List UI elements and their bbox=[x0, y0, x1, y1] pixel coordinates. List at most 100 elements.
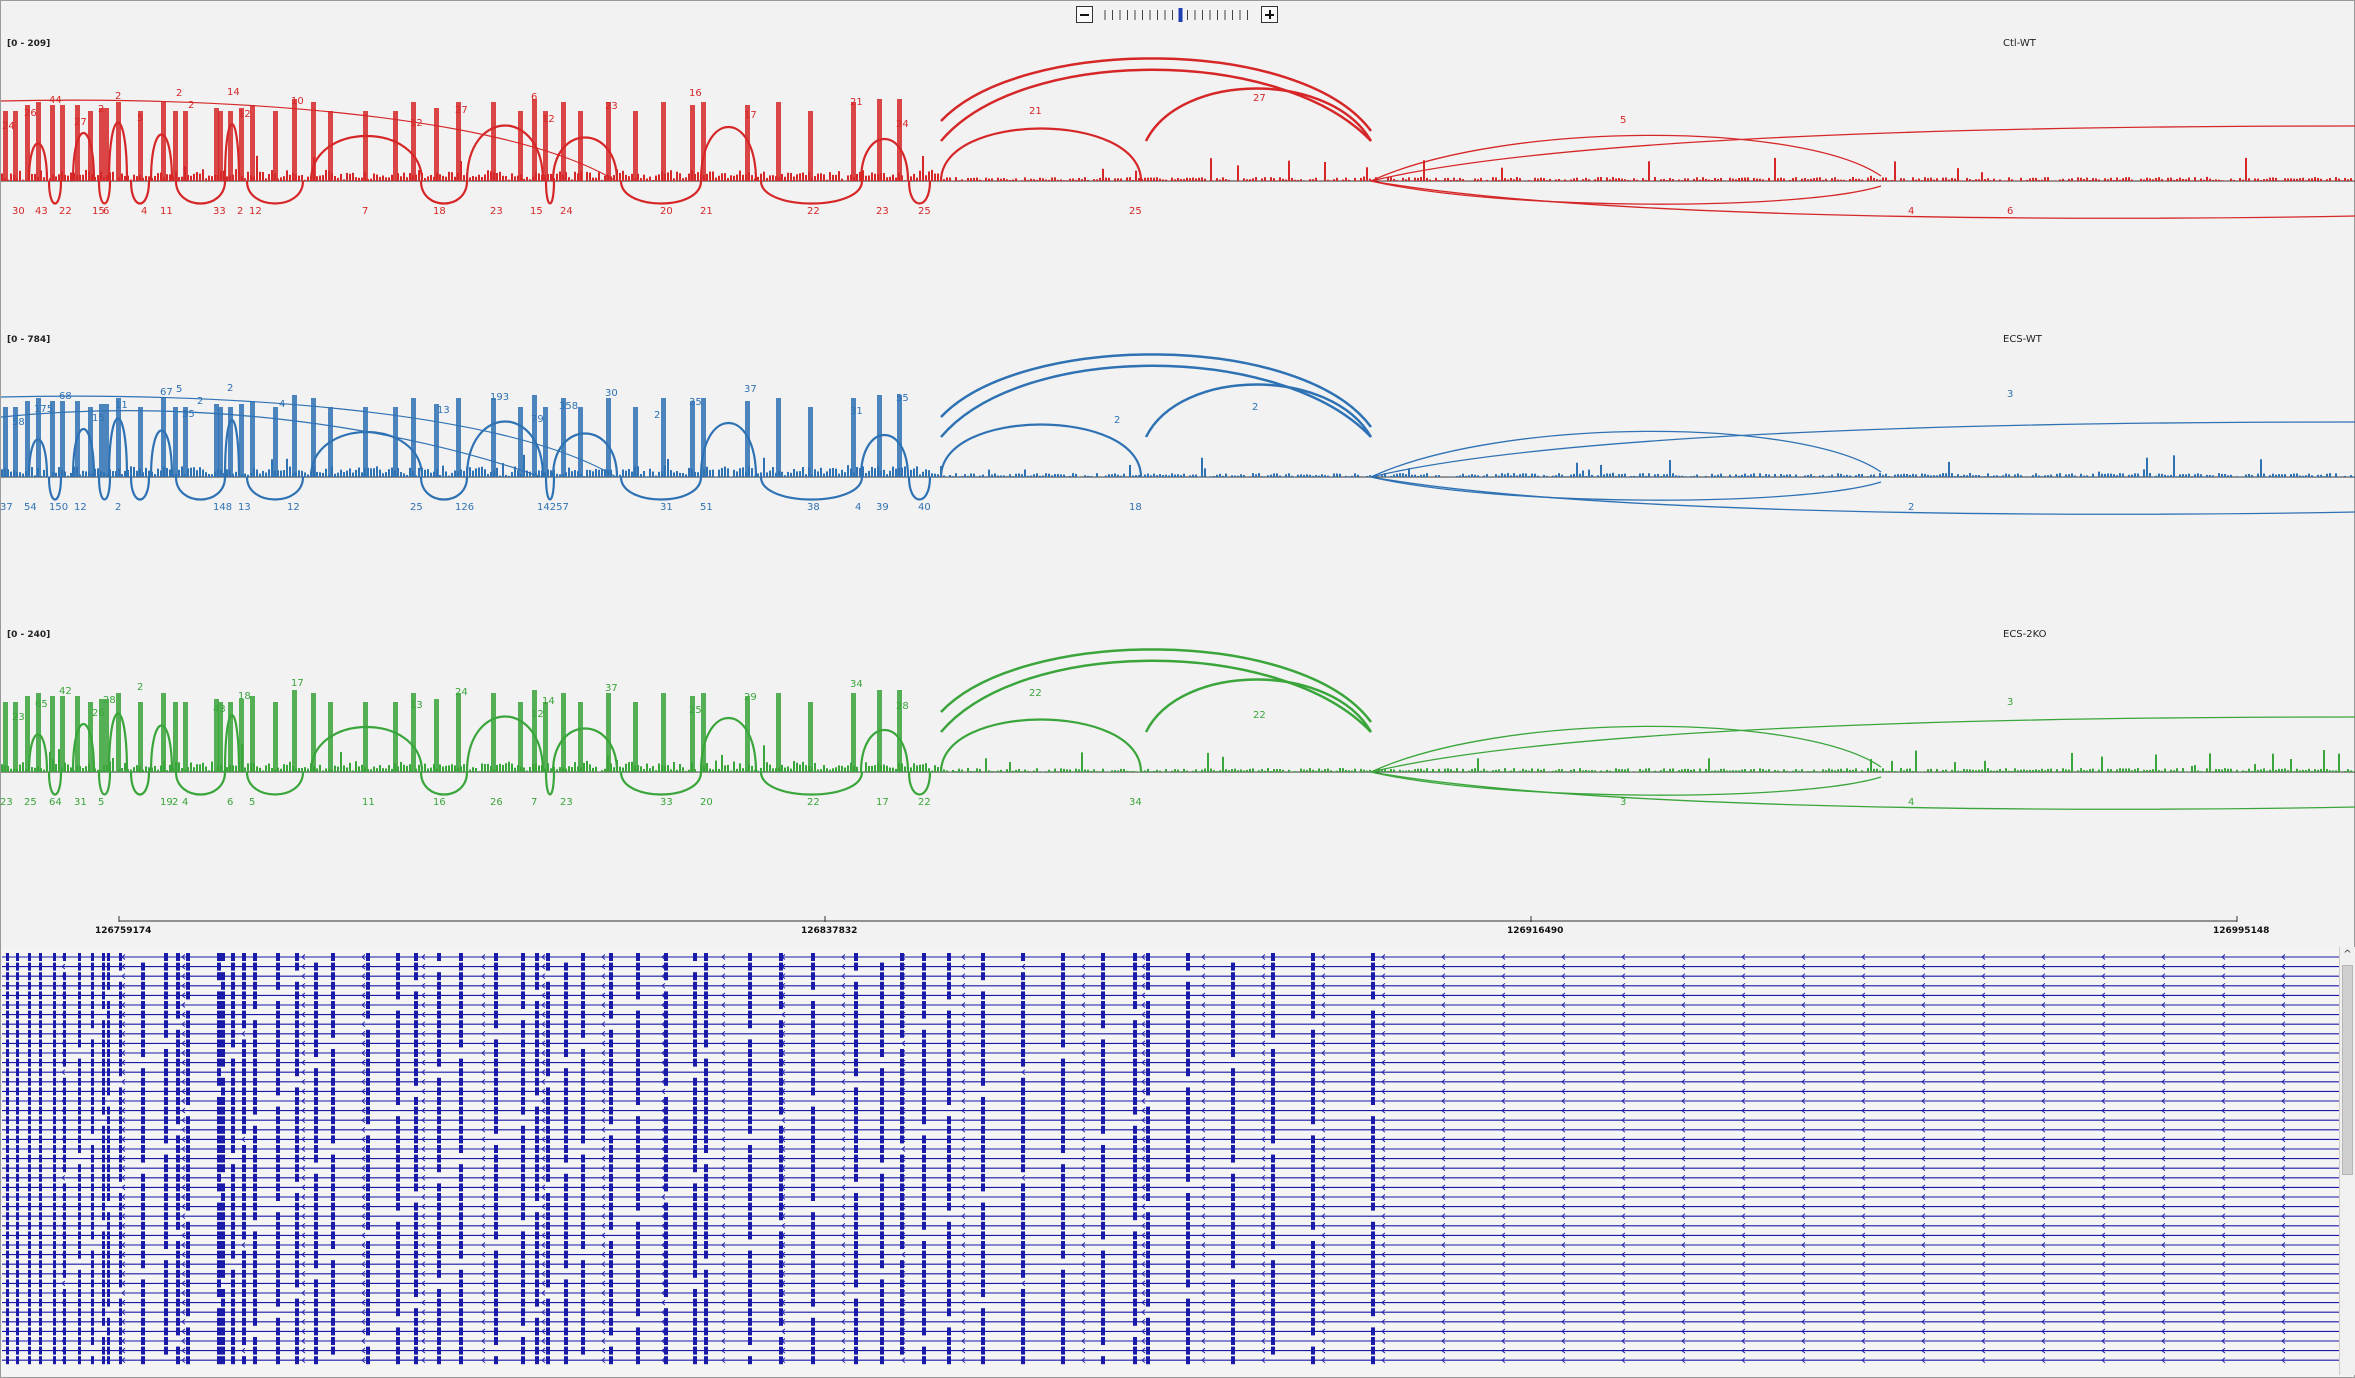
junction-count-label: 20 bbox=[660, 206, 673, 217]
transcript-row[interactable] bbox=[2, 1269, 2339, 1278]
zoom-step[interactable] bbox=[1194, 10, 1196, 20]
junction-count-label: 15 bbox=[92, 206, 105, 217]
exon-coverage bbox=[104, 404, 109, 477]
transcript-row[interactable] bbox=[2, 1154, 2339, 1163]
exon-coverage bbox=[606, 102, 611, 181]
transcript-row[interactable] bbox=[2, 1125, 2339, 1134]
transcript-row[interactable] bbox=[2, 1317, 2339, 1326]
junction-count-label: 28 bbox=[896, 701, 909, 712]
transcript-row[interactable] bbox=[2, 1231, 2339, 1240]
transcript-row[interactable] bbox=[2, 1097, 2339, 1105]
transcript-row[interactable] bbox=[2, 1250, 2339, 1259]
exon-coverage bbox=[808, 111, 813, 181]
transcript-row[interactable] bbox=[2, 1308, 2339, 1317]
transcript-row[interactable] bbox=[2, 1346, 2339, 1355]
transcript-row[interactable] bbox=[2, 1039, 2339, 1048]
junction-count-label: 27 bbox=[74, 117, 87, 128]
zoom-step[interactable] bbox=[1232, 10, 1233, 20]
junction-count-label: 148 bbox=[213, 502, 233, 513]
zoom-step[interactable] bbox=[1217, 10, 1218, 20]
zoom-step[interactable] bbox=[1187, 10, 1188, 20]
transcript-row[interactable] bbox=[2, 1010, 2339, 1019]
zoom-step[interactable] bbox=[1202, 10, 1203, 20]
zoom-step[interactable] bbox=[1157, 10, 1158, 20]
transcript-row[interactable] bbox=[2, 1058, 2339, 1067]
transcript-row[interactable] bbox=[2, 991, 2339, 1000]
exon-coverage bbox=[116, 693, 121, 772]
exon-coverage bbox=[633, 111, 638, 181]
scroll-up-arrow-icon[interactable]: ^ bbox=[2343, 949, 2352, 960]
zoom-step[interactable] bbox=[1239, 10, 1241, 20]
transcript-row[interactable] bbox=[2, 1020, 2339, 1029]
zoom-in-button[interactable] bbox=[1261, 6, 1278, 23]
transcript-row[interactable] bbox=[2, 1116, 2339, 1125]
transcript-row[interactable] bbox=[2, 1173, 2339, 1182]
exon-coverage bbox=[543, 407, 548, 477]
exon-coverage bbox=[701, 102, 706, 181]
zoom-step[interactable] bbox=[1134, 10, 1136, 20]
transcript-row[interactable] bbox=[2, 981, 2339, 990]
zoom-step[interactable] bbox=[1209, 10, 1211, 20]
zoom-out-button[interactable] bbox=[1076, 6, 1093, 23]
junction-count-label: 7 bbox=[362, 206, 369, 217]
transcript-row[interactable] bbox=[2, 1087, 2339, 1096]
junction-count-label: 2 bbox=[1908, 502, 1915, 513]
exon-coverage bbox=[434, 404, 439, 477]
transcript-row[interactable] bbox=[2, 1068, 2339, 1077]
transcript-row[interactable] bbox=[2, 1193, 2339, 1201]
junction-count-label: 79 bbox=[531, 414, 544, 425]
zoom-step[interactable] bbox=[1112, 10, 1113, 20]
zoom-step[interactable] bbox=[1127, 10, 1128, 20]
transcript-row[interactable] bbox=[2, 1077, 2339, 1086]
exon-coverage bbox=[745, 105, 750, 181]
transcript-row[interactable] bbox=[2, 962, 2339, 971]
transcript-row[interactable] bbox=[2, 1001, 2339, 1009]
exon-coverage bbox=[518, 407, 523, 477]
junction-arcs bbox=[1, 57, 2355, 219]
vertical-scrollbar[interactable]: ^ bbox=[2339, 947, 2355, 1375]
scroll-thumb[interactable] bbox=[2342, 965, 2353, 1175]
exon-coverage bbox=[50, 105, 55, 181]
zoom-step[interactable] bbox=[1178, 8, 1183, 22]
transcript-row[interactable] bbox=[2, 972, 2339, 981]
transcript-row[interactable] bbox=[2, 1221, 2339, 1230]
transcript-row[interactable] bbox=[2, 1106, 2339, 1115]
zoom-step[interactable] bbox=[1172, 10, 1173, 20]
zoom-step[interactable] bbox=[1149, 10, 1151, 20]
transcript-row[interactable] bbox=[2, 1298, 2339, 1307]
transcript-row[interactable] bbox=[2, 1327, 2339, 1336]
transcript-row[interactable] bbox=[2, 1212, 2339, 1221]
transcript-row[interactable] bbox=[2, 953, 2339, 961]
transcript-row[interactable] bbox=[2, 1049, 2339, 1057]
junction-count-label: 27 bbox=[1253, 93, 1266, 104]
transcript-row[interactable] bbox=[2, 1183, 2339, 1192]
zoom-step[interactable] bbox=[1142, 10, 1143, 20]
junction-count-label: 22 bbox=[1253, 710, 1266, 721]
zoom-step[interactable] bbox=[1164, 10, 1166, 20]
junction-count-label: 5 bbox=[98, 797, 105, 808]
transcript-row[interactable] bbox=[2, 1145, 2339, 1153]
transcript-row[interactable] bbox=[2, 1202, 2339, 1211]
junction-count-label: 18 bbox=[238, 691, 251, 702]
transcript-row[interactable] bbox=[2, 1337, 2339, 1345]
zoom-slider[interactable] bbox=[1102, 8, 1254, 22]
transcript-row[interactable] bbox=[2, 1356, 2339, 1365]
zoom-step[interactable] bbox=[1104, 10, 1106, 20]
junction-count-label: 34 bbox=[1129, 797, 1142, 808]
junction-count-label: 43 bbox=[35, 206, 48, 217]
zoom-step[interactable] bbox=[1247, 10, 1248, 20]
junction-count-label: 20 bbox=[700, 797, 713, 808]
zoom-step[interactable] bbox=[1224, 10, 1226, 20]
transcript-row[interactable] bbox=[2, 1164, 2339, 1173]
transcript-row[interactable] bbox=[2, 1029, 2339, 1038]
transcript-row[interactable] bbox=[2, 1279, 2339, 1288]
transcript-row[interactable] bbox=[2, 1135, 2339, 1144]
junction-count-label: 67 bbox=[160, 387, 173, 398]
exon-coverage bbox=[218, 702, 223, 772]
transcript-row[interactable] bbox=[2, 1260, 2339, 1269]
junction-count-label: 37 bbox=[744, 384, 757, 395]
transcript-row[interactable] bbox=[2, 1289, 2339, 1297]
zoom-step[interactable] bbox=[1119, 10, 1121, 20]
transcript-row[interactable] bbox=[2, 1241, 2339, 1249]
junction-count-label: 37 bbox=[0, 502, 13, 513]
